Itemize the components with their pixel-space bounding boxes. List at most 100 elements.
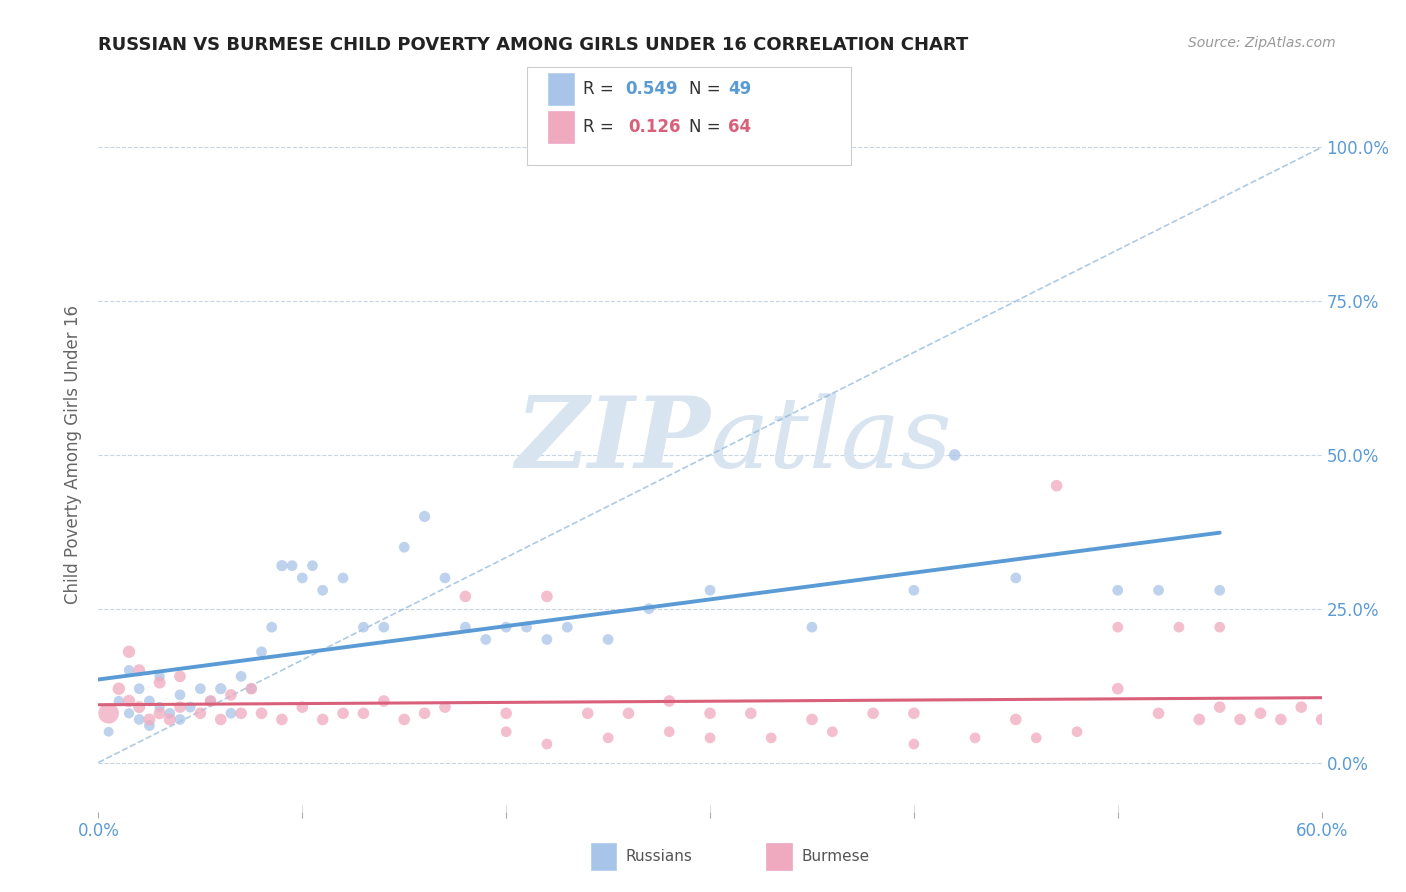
Point	[413, 706, 436, 721]
Point	[301, 558, 323, 573]
Point	[495, 724, 517, 739]
Point	[291, 700, 314, 714]
Point	[149, 700, 172, 714]
Point	[1188, 713, 1211, 727]
Point	[965, 731, 987, 745]
Point	[1025, 731, 1047, 745]
Point	[312, 713, 335, 727]
Point	[903, 583, 925, 598]
Point	[1045, 478, 1069, 492]
Point	[392, 713, 416, 727]
Point	[240, 681, 263, 696]
Point	[149, 669, 172, 683]
Point	[200, 694, 222, 708]
Point	[658, 724, 681, 739]
Point	[699, 583, 721, 598]
Point	[373, 620, 395, 634]
Point	[219, 706, 242, 721]
Point	[149, 675, 172, 690]
Point	[138, 718, 160, 732]
Point	[179, 700, 201, 714]
Point	[801, 713, 824, 727]
Point	[495, 620, 517, 634]
Point	[557, 620, 579, 634]
Point	[454, 590, 477, 604]
Point	[118, 706, 141, 721]
Point	[169, 713, 191, 727]
Point	[118, 663, 141, 677]
Point	[240, 681, 263, 696]
Point	[332, 706, 354, 721]
Point	[598, 731, 620, 745]
Point	[1291, 700, 1313, 714]
Point	[658, 694, 681, 708]
Point	[1209, 620, 1232, 634]
Point	[231, 706, 253, 721]
Point	[699, 706, 721, 721]
Point	[434, 700, 457, 714]
Point	[801, 620, 824, 634]
Point	[209, 713, 232, 727]
Point	[434, 571, 457, 585]
Point	[1107, 620, 1129, 634]
Point	[108, 681, 131, 696]
Point	[1229, 713, 1251, 727]
Point	[169, 700, 191, 714]
Text: 0.126: 0.126	[628, 118, 681, 136]
Point	[862, 706, 884, 721]
Point	[281, 558, 304, 573]
Point	[128, 663, 150, 677]
Text: atlas: atlas	[710, 393, 953, 488]
Point	[159, 713, 181, 727]
Y-axis label: Child Poverty Among Girls Under 16: Child Poverty Among Girls Under 16	[65, 305, 83, 605]
Point	[373, 694, 395, 708]
Point	[474, 632, 498, 647]
Point	[128, 681, 150, 696]
Point	[169, 669, 191, 683]
Point	[1147, 583, 1170, 598]
Point	[1004, 571, 1026, 585]
Point	[761, 731, 783, 745]
Point	[219, 688, 242, 702]
Point	[1147, 706, 1170, 721]
Text: R =: R =	[583, 118, 624, 136]
Text: R =: R =	[583, 80, 620, 98]
Point	[1004, 713, 1026, 727]
Point	[250, 706, 273, 721]
Point	[536, 590, 558, 604]
Point	[260, 620, 283, 634]
Text: 49: 49	[728, 80, 752, 98]
Text: RUSSIAN VS BURMESE CHILD POVERTY AMONG GIRLS UNDER 16 CORRELATION CHART: RUSSIAN VS BURMESE CHILD POVERTY AMONG G…	[98, 36, 969, 54]
Text: N =: N =	[689, 118, 725, 136]
Point	[495, 706, 517, 721]
Point	[291, 571, 314, 585]
Point	[352, 620, 374, 634]
Point	[97, 724, 120, 739]
Point	[516, 620, 538, 634]
Point	[352, 706, 374, 721]
Point	[332, 571, 354, 585]
Point	[1249, 706, 1271, 721]
Point	[138, 694, 160, 708]
Point	[617, 706, 640, 721]
Point	[169, 688, 191, 702]
Point	[1167, 620, 1189, 634]
Point	[1209, 583, 1232, 598]
Point	[250, 645, 273, 659]
Point	[943, 448, 966, 462]
Point	[1270, 713, 1292, 727]
Point	[638, 601, 661, 615]
Point	[598, 632, 620, 647]
Text: 0.549: 0.549	[626, 80, 678, 98]
Point	[159, 706, 181, 721]
Point	[903, 706, 925, 721]
Point	[1107, 681, 1129, 696]
Point	[312, 583, 335, 598]
Text: Source: ZipAtlas.com: Source: ZipAtlas.com	[1188, 36, 1336, 50]
Point	[270, 558, 294, 573]
Point	[821, 724, 844, 739]
Point	[413, 509, 436, 524]
Point	[128, 700, 150, 714]
Point	[149, 706, 172, 721]
Text: Burmese: Burmese	[801, 849, 869, 863]
